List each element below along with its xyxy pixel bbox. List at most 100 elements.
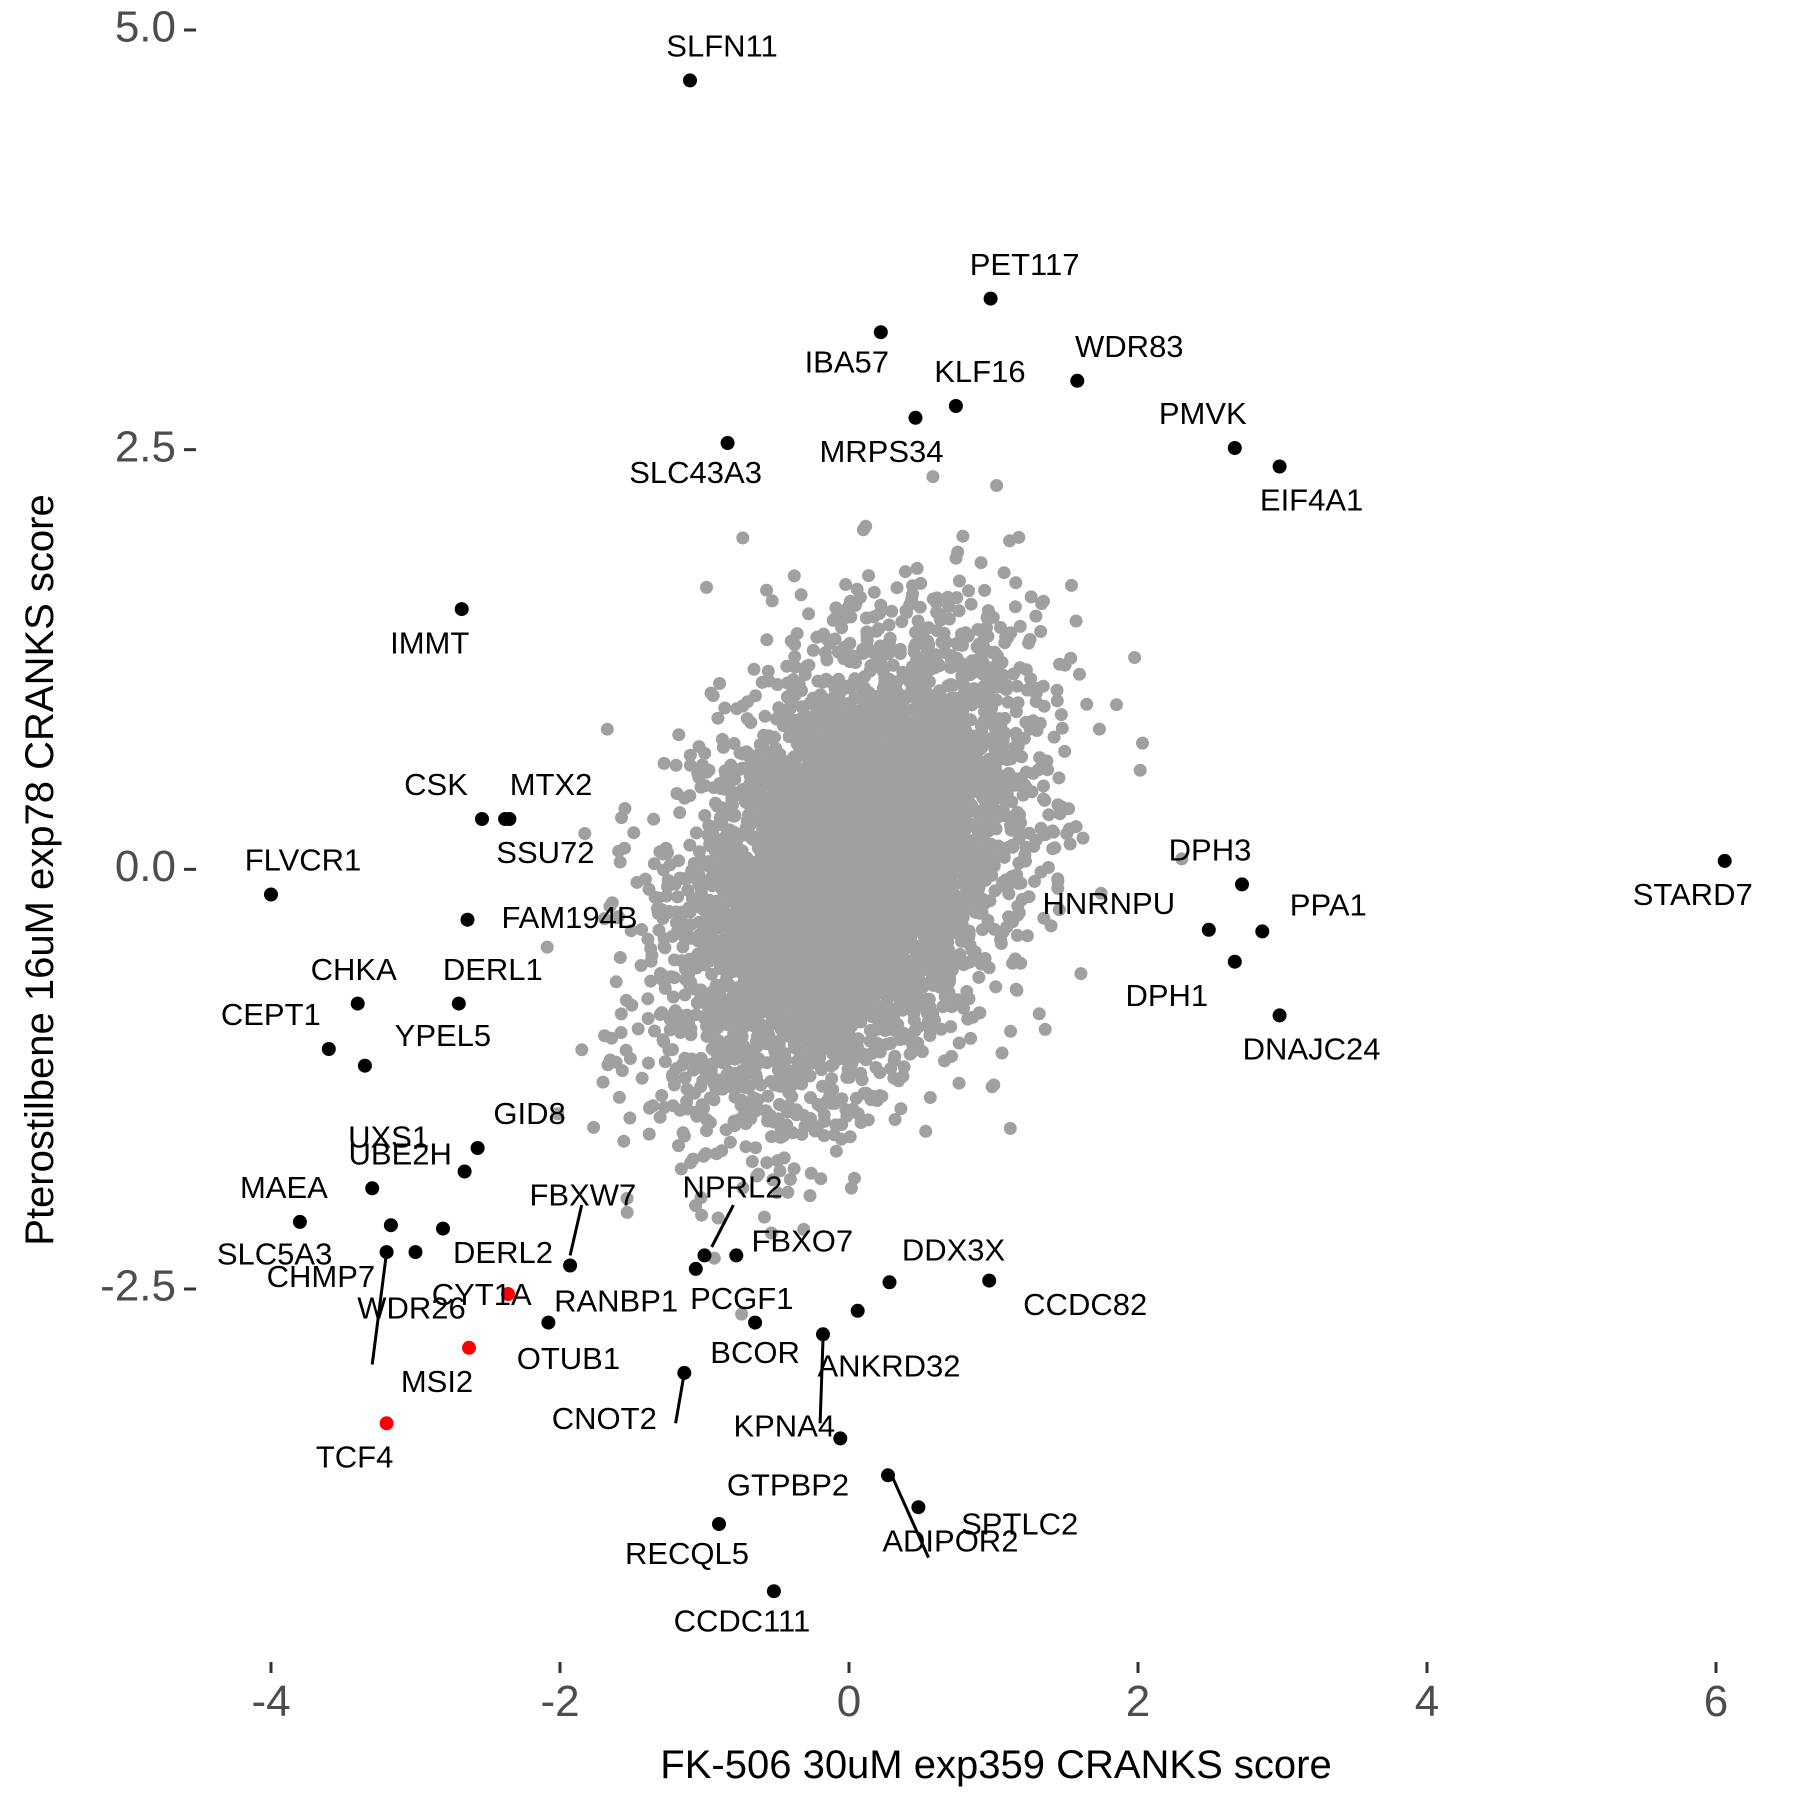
background-point: [1026, 766, 1040, 780]
background-point: [956, 529, 970, 543]
background-point: [1038, 793, 1052, 807]
background-point: [874, 657, 888, 671]
background-point: [676, 940, 690, 954]
background-point: [690, 1109, 704, 1123]
background-point: [1136, 736, 1149, 750]
background-point: [1046, 842, 1060, 856]
background-point: [1063, 837, 1077, 851]
background-point: [981, 629, 995, 643]
background-point: [620, 1191, 634, 1205]
background-point: [934, 613, 948, 627]
background-point: [648, 1024, 661, 1038]
background-point: [834, 1132, 848, 1146]
background-point: [610, 911, 624, 925]
background-point: [847, 1171, 861, 1185]
background-point: [930, 591, 944, 605]
background-point: [1054, 708, 1068, 722]
background-point: [727, 737, 741, 750]
background-point: [887, 1054, 901, 1067]
background-point: [942, 985, 956, 999]
background-point: [864, 659, 878, 673]
background-point: [1004, 1024, 1018, 1038]
background-point: [938, 1054, 951, 1068]
background-point: [894, 1102, 908, 1116]
background-point: [695, 1098, 709, 1112]
background-point: [849, 1091, 863, 1105]
background-point: [644, 942, 658, 956]
background-point: [910, 561, 924, 575]
background-point: [1001, 630, 1015, 644]
background-point: [641, 1012, 655, 1025]
background-point: [1019, 854, 1032, 868]
background-point: [551, 1107, 565, 1121]
background-point: [659, 841, 673, 855]
background-point: [922, 992, 936, 1006]
background-point: [1175, 852, 1189, 866]
background-point: [966, 833, 980, 847]
background-point: [642, 1056, 655, 1070]
background-point: [985, 701, 999, 715]
background-point: [942, 975, 956, 989]
background-point: [1000, 753, 1014, 767]
background-point: [704, 686, 718, 700]
background-point: [612, 1090, 626, 1104]
background-point: [1010, 928, 1024, 942]
background-point: [683, 789, 697, 803]
background-point: [812, 1055, 826, 1069]
background-point: [730, 702, 744, 716]
background-point: [741, 695, 755, 709]
background-point: [735, 1307, 749, 1321]
background-point: [829, 1118, 843, 1132]
background-point: [702, 763, 716, 777]
background-point: [658, 1055, 672, 1069]
background-point: [781, 1185, 795, 1199]
background-point: [752, 747, 766, 761]
background-point: [952, 1036, 966, 1050]
background-point: [944, 691, 958, 705]
background-point: [835, 621, 849, 635]
background-point: [893, 642, 907, 656]
background-point: [839, 611, 853, 624]
background-point: [873, 1066, 887, 1080]
background-point: [921, 935, 934, 949]
background-point: [1058, 658, 1072, 672]
background-point: [863, 1034, 877, 1048]
background-point: [642, 1127, 656, 1141]
background-point: [612, 844, 626, 858]
background-point: [642, 882, 656, 896]
background-point: [835, 1092, 849, 1106]
background-point: [601, 1058, 615, 1072]
background-point: [788, 650, 802, 664]
background-point: [974, 556, 988, 570]
background-point: [736, 1181, 750, 1195]
background-point: [1069, 820, 1083, 834]
background-point: [887, 1071, 901, 1085]
background-point: [1041, 861, 1055, 874]
background-point: [723, 1135, 737, 1149]
background-point: [739, 994, 753, 1008]
background-point: [804, 1091, 817, 1105]
background-point: [744, 716, 758, 729]
background-point: [741, 1099, 755, 1113]
background-point: [963, 938, 977, 952]
background-point: [647, 857, 661, 871]
background-point: [817, 1108, 831, 1122]
background-point: [771, 1154, 785, 1168]
background-point: [1069, 614, 1083, 628]
background-point: [707, 1093, 721, 1107]
background-point: [988, 922, 1001, 936]
background-point: [657, 1035, 671, 1049]
background-point: [814, 1172, 828, 1186]
background-point: [898, 565, 912, 579]
background-point: [844, 1181, 858, 1195]
background-point: [761, 664, 775, 678]
background-point: [795, 1127, 809, 1141]
background-point: [787, 569, 801, 583]
background-point: [994, 621, 1007, 634]
background-point: [839, 578, 853, 591]
background-point: [732, 1039, 746, 1053]
background-point: [1042, 808, 1056, 822]
background-point: [911, 1020, 925, 1034]
background-point: [882, 618, 896, 632]
